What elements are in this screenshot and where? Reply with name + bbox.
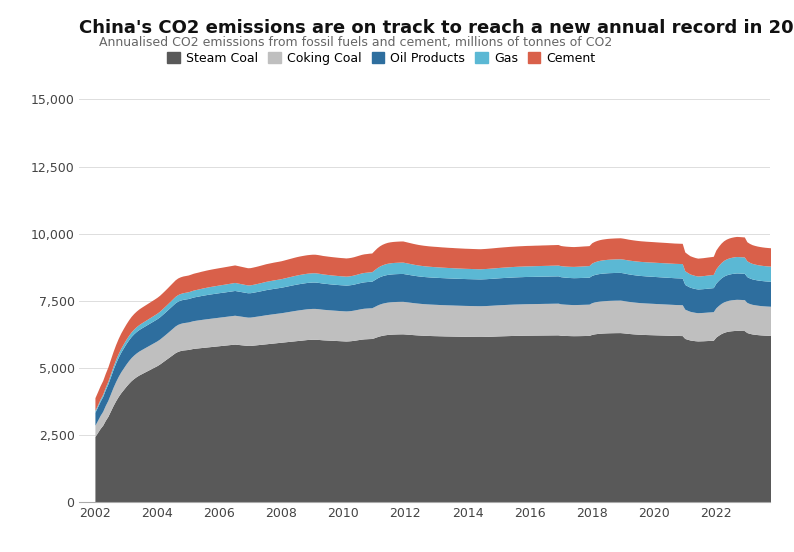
Text: China's CO2 emissions are on track to reach a new annual record in 2023: China's CO2 emissions are on track to re… — [79, 19, 794, 36]
Text: Annualised CO2 emissions from fossil fuels and cement, millions of tonnes of CO2: Annualised CO2 emissions from fossil fue… — [99, 36, 612, 49]
Legend: Steam Coal, Coking Coal, Oil Products, Gas, Cement: Steam Coal, Coking Coal, Oil Products, G… — [162, 47, 601, 70]
